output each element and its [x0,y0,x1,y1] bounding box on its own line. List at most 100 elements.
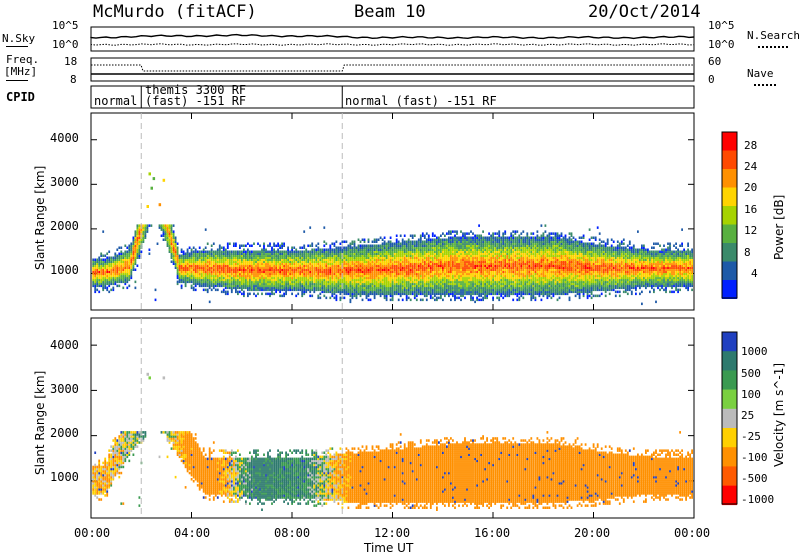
power-cell [100,253,102,256]
power-cell [207,251,209,254]
power-cell [354,241,356,244]
power-cell [311,295,313,298]
power-cell [167,224,169,227]
power-cell [128,285,130,288]
power-cell [265,249,267,252]
power-cell [370,245,372,248]
power-cell [297,251,299,254]
power-cell [498,230,500,233]
freq-panel-frame [91,58,694,81]
power-cell [213,243,215,246]
power-cell [255,295,257,298]
power-cell [149,224,151,227]
power-cell [161,235,163,238]
power-cell [454,230,456,233]
power-cell [418,239,420,242]
power-cell [436,237,438,240]
power-cell [151,187,154,190]
power-cell [139,224,141,227]
power-cell [446,232,448,235]
power-cell [281,295,283,298]
power-cell [460,299,462,302]
power-cell [496,237,498,240]
power-cell [319,297,321,300]
power-cell [283,243,285,246]
power-cell [277,243,279,246]
power-cell [229,243,231,246]
power-cell [370,299,372,302]
power-cell [179,255,181,258]
power-cell [444,239,446,242]
power-cell [448,230,450,233]
power-cell [227,243,229,246]
power-cell [106,257,108,260]
noise-panel-frame [91,27,694,51]
power-cell [149,253,151,256]
power-cell [239,245,241,248]
power-scatter-marks [92,172,693,305]
power-cell [458,297,460,300]
power-cell [434,235,436,238]
power-cell [191,249,193,252]
power-cell [452,230,454,233]
power-cell [340,297,342,300]
power-cell [329,245,331,248]
power-cell [338,247,340,250]
power-cell [171,261,173,264]
power-cell [241,251,243,254]
power-cell [227,291,229,294]
power-cell [464,297,466,300]
power-cell [362,239,364,242]
power-cell [468,237,470,240]
power-cell [251,251,253,254]
power-cell [508,237,510,240]
power-cell [329,297,331,300]
power-cell [404,235,406,238]
power-cell [336,247,338,250]
power-cell [382,243,384,246]
power-cell [340,243,342,246]
power-cell [323,241,325,244]
power-cell [466,237,468,240]
power-cell [323,226,325,229]
power-cell [317,295,319,298]
power-cell [319,293,321,296]
power-cell [364,239,366,242]
power-cell [472,237,474,240]
power-cell [454,235,456,238]
power-cell [161,224,163,227]
power-cell [283,293,285,296]
power-cell [137,265,139,268]
power-cell [259,245,261,248]
power-cell [273,243,275,246]
power-cell [217,249,219,252]
power-cell [211,289,213,292]
power-cell [426,299,428,302]
power-cell [177,243,179,246]
power-cell [235,243,237,246]
power-cell [147,205,150,208]
power-cell [233,243,235,246]
power-cell [177,247,179,250]
power-cell [207,289,209,292]
power-cell [122,253,124,256]
power-cell [414,241,416,244]
power-cell [104,259,106,262]
power-cell [430,239,432,242]
power-cell [205,289,207,292]
power-cell [265,293,267,296]
power-cell [211,245,213,248]
power-cell [193,247,195,250]
power-cell [376,239,378,242]
power-cell [285,251,287,254]
power-cell [305,249,307,252]
power-cell [124,251,126,254]
power-cell [380,245,382,248]
power-cell [492,232,494,235]
power-cell [219,245,221,248]
power-cell [368,299,370,302]
power-cell [500,237,502,240]
power-cell [195,289,197,292]
power-cell [301,251,303,254]
power-cell [102,259,104,262]
